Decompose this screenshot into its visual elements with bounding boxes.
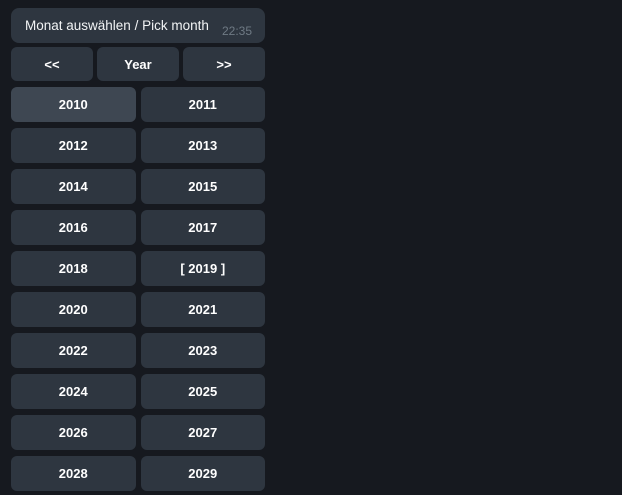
year-mode-button[interactable]: Year [97,47,179,81]
year-row: 2026 2027 [11,415,265,450]
message-text: Monat auswählen / Pick month [25,18,209,33]
year-button[interactable]: 2018 [11,251,136,286]
year-button[interactable]: 2025 [140,374,265,409]
message-with-keyboard: Monat auswählen / Pick month 22:35 << Ye… [11,8,265,491]
year-button[interactable]: 2029 [140,456,265,491]
year-button[interactable]: 2014 [11,169,136,204]
year-button[interactable]: 2028 [11,456,136,491]
year-button[interactable]: 2026 [11,415,136,450]
year-button[interactable]: 2012 [11,128,136,163]
year-button[interactable]: 2015 [140,169,265,204]
year-button[interactable]: 2027 [140,415,265,450]
year-button-highlighted[interactable]: 2010 [11,87,136,122]
year-row: 2012 2013 [11,128,265,163]
year-row: 2014 2015 [11,169,265,204]
year-row: 2024 2025 [11,374,265,409]
keyboard-nav-row: << Year >> [11,47,265,81]
year-row: 2028 2029 [11,456,265,491]
year-row: 2020 2021 [11,292,265,327]
year-button[interactable]: 2016 [11,210,136,245]
prev-page-button[interactable]: << [11,47,93,81]
year-button[interactable]: 2013 [140,128,265,163]
message-timestamp: 22:35 [221,24,252,38]
year-button[interactable]: 2021 [140,292,265,327]
year-button[interactable]: 2020 [11,292,136,327]
year-grid: 2010 2011 2012 2013 2014 2015 2016 2017 2018[ 20… [11,87,265,491]
year-row: 2010 2011 [11,87,265,122]
year-button[interactable]: 2011 [140,87,265,122]
message-bubble: Monat auswählen / Pick month 22:35 [11,8,265,43]
year-row: 2018[ 2019 ] [11,251,265,286]
next-page-button[interactable]: >> [183,47,265,81]
year-row: 2022 2023 [11,333,265,368]
year-button[interactable]: 2022 [11,333,136,368]
year-row: 2016 2017 [11,210,265,245]
year-button[interactable]: 2017 [140,210,265,245]
year-button[interactable]: 2024 [11,374,136,409]
year-button-selected[interactable]: [ 2019 ] [140,251,265,286]
year-button[interactable]: 2023 [140,333,265,368]
